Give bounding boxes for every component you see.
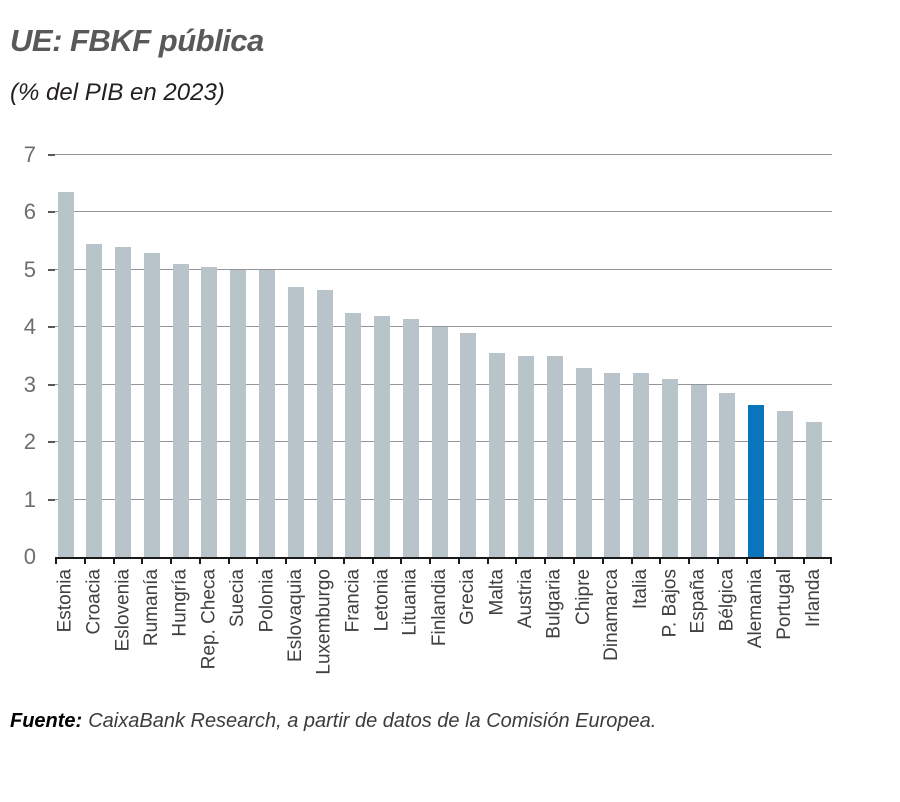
- bar-austria: [517, 356, 534, 557]
- gridline-y5: [55, 268, 832, 270]
- source-label: Fuente:: [10, 710, 83, 732]
- bar-dinamarca: [604, 373, 621, 557]
- y-axis-label-3: 3: [23, 371, 36, 397]
- x-axis-tick: [314, 559, 316, 564]
- gridline-y6: [55, 211, 832, 213]
- x-axis-tick: [774, 559, 777, 564]
- bar-croacia: [86, 244, 103, 557]
- x-axis-tick: [630, 559, 633, 564]
- x-axis-tick: [486, 559, 489, 564]
- x-axis-tick: [371, 559, 374, 564]
- x-axis-tick: [285, 559, 288, 564]
- chart-subtitle: (% del PIB en 2023): [10, 79, 225, 106]
- plot-area: [55, 154, 832, 559]
- y-axis-label-4: 4: [23, 314, 36, 340]
- x-axis-tick: [688, 559, 691, 564]
- bar-francia: [345, 312, 362, 557]
- source-text: CaixaBank Research, a partir de datos de…: [88, 710, 657, 732]
- x-axis-tick: [457, 559, 460, 564]
- bar-bulgaria: [546, 356, 563, 557]
- x-axis-tick: [745, 559, 748, 564]
- x-axis-tick: [830, 559, 832, 564]
- x-axis-tick: [573, 559, 575, 564]
- bar-suecia: [230, 269, 247, 557]
- gridline-y4: [55, 326, 832, 328]
- x-axis-tick: [400, 559, 403, 564]
- bar-italia: [633, 373, 650, 557]
- y-axis-label-5: 5: [23, 256, 36, 282]
- bar-espa-a: [690, 384, 707, 557]
- bar-alemania: [748, 404, 765, 557]
- y-axis-tick: [48, 441, 55, 444]
- y-axis-label-1: 1: [23, 486, 36, 512]
- y-axis-label-0: 0: [23, 544, 36, 569]
- bar-p-bajos: [661, 378, 678, 557]
- x-axis-tick: [198, 559, 201, 564]
- bar-polonia: [258, 269, 275, 557]
- y-axis-tick: [48, 326, 55, 329]
- bar-grecia: [460, 333, 477, 557]
- bar-malta: [489, 353, 506, 557]
- x-axis-tick: [83, 559, 86, 564]
- x-axis-tick: [227, 559, 230, 564]
- x-axis-tick: [716, 559, 719, 564]
- y-axis-label-6: 6: [23, 199, 36, 225]
- bar-luxemburgo: [316, 289, 333, 557]
- x-axis-tick: [659, 559, 662, 564]
- x-axis-tick: [342, 559, 345, 564]
- bar-portugal: [776, 410, 793, 557]
- bar-ruman-a: [143, 252, 160, 557]
- x-axis-tick: [141, 559, 144, 564]
- y-axis-tick: [48, 268, 55, 271]
- bar-eslovenia: [115, 246, 132, 557]
- bar-estonia: [57, 192, 74, 557]
- x-axis-tick: [544, 559, 547, 564]
- y-axis-label-7: 7: [23, 142, 36, 167]
- y-axis-tick: [48, 498, 55, 501]
- gridline-y7: [55, 154, 832, 155]
- x-axis-tick: [601, 559, 604, 564]
- x-axis-tick: [515, 559, 518, 564]
- bar-lituania: [402, 318, 419, 557]
- x-axis-tick: [112, 559, 115, 564]
- x-axis-tick: [803, 559, 806, 564]
- y-axis-tick: [48, 383, 55, 386]
- x-axis-tick: [55, 559, 57, 564]
- y-axis-tick: [48, 154, 55, 156]
- bar-finlandia: [431, 327, 448, 557]
- y-axis-label-2: 2: [23, 429, 36, 455]
- bar-irlanda: [805, 422, 822, 557]
- x-axis-tick: [429, 559, 432, 564]
- bar-chipre: [575, 367, 592, 557]
- bar-rep-checa: [201, 267, 218, 557]
- x-axis-tick: [256, 559, 259, 564]
- bar-eslovaquia: [287, 287, 304, 557]
- x-axis-tick: [170, 559, 173, 564]
- bar-letonia: [374, 315, 391, 557]
- y-axis-tick: [48, 211, 55, 214]
- bar-hungr-a: [172, 264, 189, 557]
- chart-title: UE: FBKF pública: [10, 23, 264, 58]
- source-note: Fuente: CaixaBank Research, a partir de d…: [10, 708, 656, 734]
- bar-b-lgica: [719, 393, 736, 557]
